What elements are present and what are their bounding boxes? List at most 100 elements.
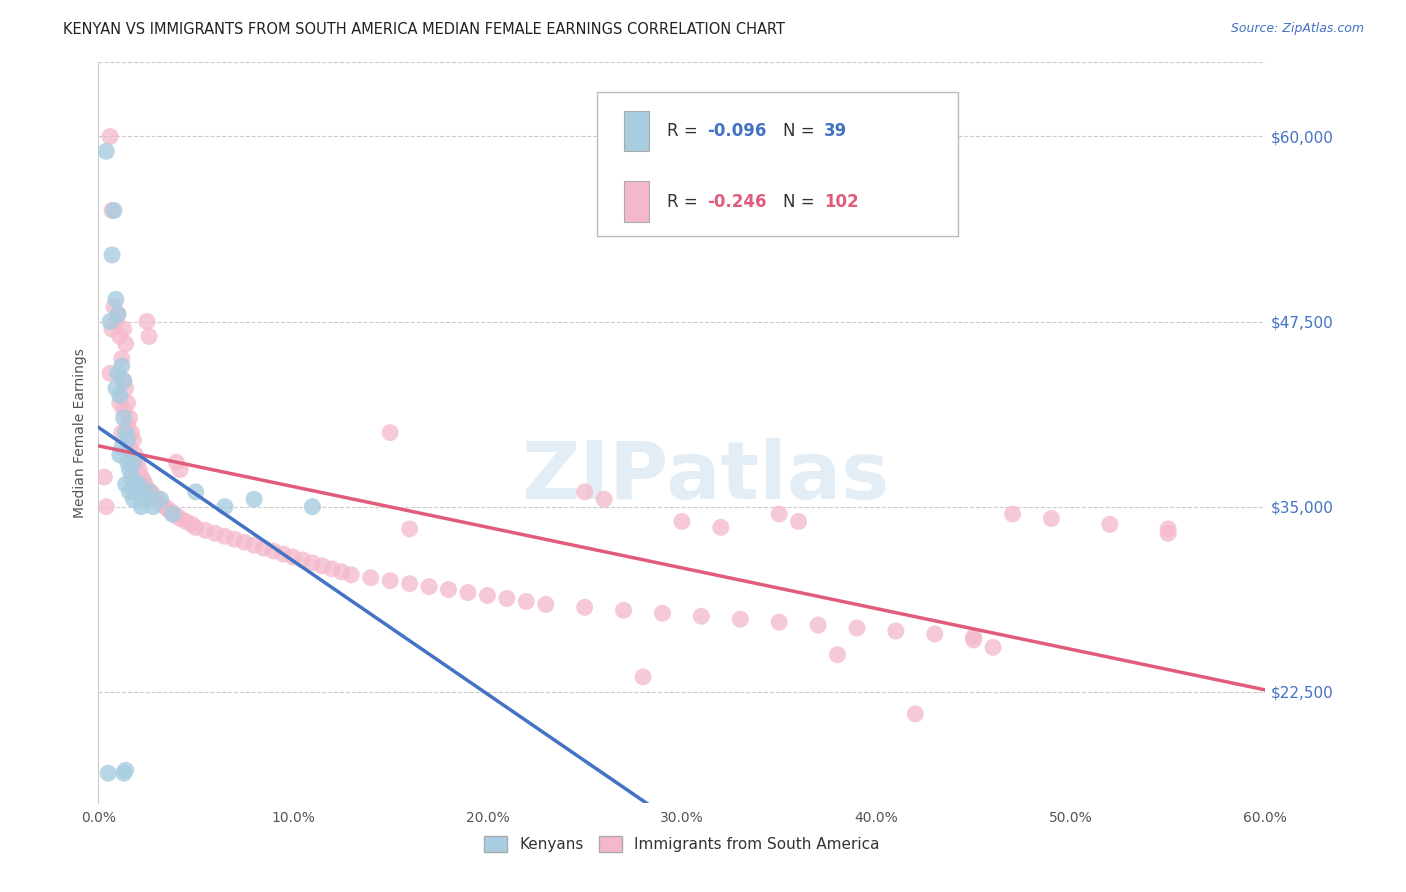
- Point: [127, 484, 149, 499]
- Point: [1040, 511, 1063, 525]
- Point: [301, 556, 323, 570]
- Point: [380, 425, 402, 440]
- Point: [574, 600, 596, 615]
- Point: [214, 500, 236, 514]
- Point: [184, 484, 207, 499]
- Point: [194, 524, 217, 538]
- Point: [107, 307, 129, 321]
- Point: [340, 567, 363, 582]
- Point: [787, 515, 810, 529]
- FancyBboxPatch shape: [624, 181, 650, 221]
- Point: [768, 507, 790, 521]
- Point: [437, 582, 460, 597]
- Point: [613, 603, 636, 617]
- Point: [398, 522, 420, 536]
- Point: [710, 520, 733, 534]
- Point: [117, 433, 139, 447]
- Text: N =: N =: [783, 193, 820, 211]
- Point: [807, 618, 830, 632]
- Point: [169, 511, 191, 525]
- Text: 39: 39: [824, 122, 848, 140]
- Point: [165, 508, 187, 523]
- Point: [97, 766, 120, 780]
- Point: [112, 374, 135, 388]
- Legend: Kenyans, Immigrants from South America: Kenyans, Immigrants from South America: [478, 830, 886, 858]
- Point: [108, 388, 131, 402]
- Point: [651, 607, 673, 621]
- Point: [112, 403, 135, 417]
- Point: [118, 410, 141, 425]
- Point: [884, 624, 907, 638]
- Text: ZIPatlas: ZIPatlas: [522, 438, 890, 516]
- Point: [204, 526, 226, 541]
- Point: [962, 632, 984, 647]
- Point: [180, 517, 202, 532]
- Point: [271, 547, 294, 561]
- Point: [153, 500, 176, 514]
- Point: [112, 766, 135, 780]
- Point: [962, 630, 984, 644]
- Y-axis label: Median Female Earnings: Median Female Earnings: [73, 348, 87, 517]
- Point: [96, 145, 118, 159]
- Point: [111, 425, 134, 440]
- Point: [127, 455, 149, 469]
- Point: [1001, 507, 1024, 521]
- FancyBboxPatch shape: [624, 111, 650, 152]
- Point: [768, 615, 790, 629]
- Point: [398, 576, 420, 591]
- Point: [1157, 526, 1180, 541]
- Point: [311, 558, 333, 573]
- Point: [574, 484, 596, 499]
- Point: [93, 470, 115, 484]
- Point: [515, 594, 537, 608]
- Point: [477, 589, 499, 603]
- Point: [214, 529, 236, 543]
- Point: [101, 322, 124, 336]
- Point: [136, 482, 159, 496]
- Point: [103, 300, 125, 314]
- Point: [121, 425, 143, 440]
- Text: R =: R =: [666, 122, 703, 140]
- Point: [114, 381, 136, 395]
- Point: [730, 612, 752, 626]
- Point: [142, 500, 165, 514]
- Point: [111, 351, 134, 366]
- Point: [118, 441, 141, 455]
- Point: [981, 640, 1004, 655]
- Point: [360, 571, 382, 585]
- Point: [846, 621, 869, 635]
- Point: [138, 329, 160, 343]
- Point: [321, 562, 343, 576]
- Point: [111, 441, 134, 455]
- Point: [243, 492, 266, 507]
- Point: [114, 763, 136, 777]
- Point: [593, 492, 616, 507]
- Point: [104, 381, 127, 395]
- Point: [114, 477, 136, 491]
- Point: [117, 418, 139, 433]
- Point: [457, 585, 479, 599]
- Point: [330, 565, 353, 579]
- Point: [157, 502, 180, 516]
- Point: [112, 410, 135, 425]
- Point: [138, 484, 160, 499]
- Point: [169, 462, 191, 476]
- Point: [114, 425, 136, 440]
- Point: [101, 248, 124, 262]
- Point: [904, 706, 927, 721]
- Point: [827, 648, 849, 662]
- Point: [224, 533, 246, 547]
- Point: [1157, 522, 1180, 536]
- Point: [134, 492, 156, 507]
- Point: [104, 293, 127, 307]
- Point: [96, 500, 118, 514]
- Point: [671, 515, 693, 529]
- Text: 102: 102: [824, 193, 859, 211]
- Point: [136, 315, 159, 329]
- Point: [134, 477, 156, 491]
- Point: [111, 359, 134, 373]
- Point: [139, 484, 162, 499]
- Point: [112, 322, 135, 336]
- Text: R =: R =: [666, 193, 703, 211]
- Point: [122, 455, 145, 469]
